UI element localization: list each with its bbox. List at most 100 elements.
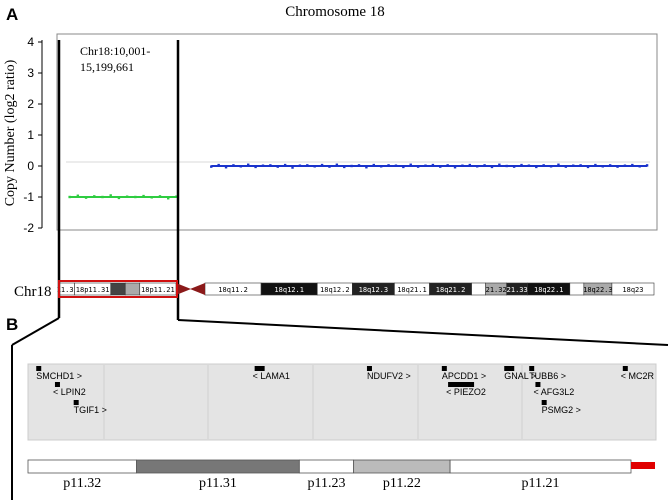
data-point [254, 165, 257, 169]
data-point [224, 166, 228, 169]
centromere [190, 283, 205, 295]
data-point [175, 195, 178, 198]
gene-annotations: SMCHD1 > < LPIN2 TGIF1 > < LAMA1 NDUFV2 > APC… [36, 366, 655, 415]
data-point [512, 165, 516, 168]
data-point [579, 164, 582, 167]
y-tick-label: 2 [27, 97, 34, 111]
data-point [101, 195, 104, 199]
data-point [535, 165, 538, 169]
ideogram-band-label: 18p11.31 [76, 286, 110, 294]
plot-frame [56, 33, 658, 231]
data-point [631, 163, 634, 167]
data-point [446, 164, 449, 167]
y-axis-ticks: 4 3 2 1 0 -1 -2 [23, 35, 42, 235]
gene-label: TUBB6 > [529, 371, 566, 381]
data-point [217, 163, 220, 167]
gene-marker [529, 366, 535, 371]
selected-region-highlight [58, 280, 178, 298]
gene-marker [541, 400, 547, 405]
data-point [379, 165, 383, 168]
data-point [335, 163, 339, 166]
data-point [343, 165, 346, 169]
data-point [601, 165, 604, 168]
data-point [306, 164, 309, 167]
data-point [461, 164, 464, 167]
data-point [166, 197, 170, 200]
ideogram-band-label: 18q21.1 [397, 286, 427, 294]
ideogram-band-label: 18q21.2 [436, 286, 466, 294]
data-point [439, 165, 442, 168]
data-point [247, 163, 250, 166]
zoom-band [27, 459, 137, 474]
ideogram-band-label: 18p11.21 [141, 286, 175, 294]
data-point [365, 166, 368, 169]
data-point [372, 163, 375, 167]
chart-title: Chromosome 18 [285, 4, 385, 20]
data-point [109, 194, 112, 197]
gene-label: PSMG2 > [542, 405, 581, 415]
y-axis-label: Copy Number (log2 ratio) [3, 59, 18, 206]
y-tick-label: 1 [27, 128, 34, 142]
data-point [298, 164, 302, 167]
gene-marker [36, 366, 42, 371]
data-point [350, 164, 353, 168]
zoom-band [353, 459, 451, 474]
data-point [645, 164, 649, 167]
ideogram-band [569, 282, 585, 296]
panel-a-label: A [6, 5, 18, 24]
data-point [542, 164, 545, 167]
gene-marker [54, 382, 60, 387]
data-point [586, 165, 590, 169]
data-point [527, 164, 531, 167]
data-point [409, 163, 412, 166]
gene-label: < LAMA1 [253, 371, 290, 381]
zoom-band-label: p11.21 [522, 476, 560, 491]
data-point [313, 165, 316, 168]
chromosome-label: Chr18 [14, 284, 52, 300]
data-point [68, 195, 71, 199]
zoom-band-label: p11.31 [199, 476, 237, 491]
panel-b-label: B [6, 315, 18, 334]
region-end-marker [631, 462, 655, 469]
data-point [93, 195, 96, 198]
data-point [564, 165, 568, 168]
data-point [276, 165, 279, 168]
ideogram-band [471, 282, 486, 296]
gene-marker [448, 382, 475, 387]
data-point [608, 164, 612, 167]
data-point [505, 164, 508, 168]
data-point [594, 163, 597, 167]
ideogram-band-label: 11.32 [57, 286, 78, 294]
data-point [283, 163, 287, 167]
data-point [320, 163, 324, 167]
ideogram-band-label: 18q22.1 [534, 286, 564, 294]
gene-label: < MC2R [621, 371, 655, 381]
region-annotation-line1: Chr18:10,001- [80, 44, 150, 58]
data-point [117, 196, 121, 200]
data-point [150, 196, 153, 199]
data-point [483, 164, 486, 167]
data-point [394, 164, 398, 167]
data-point [76, 194, 80, 197]
data-point [134, 195, 137, 199]
data-point [328, 165, 331, 168]
y-tick-label: -2 [23, 221, 34, 235]
gene-track-grid [103, 365, 523, 439]
ideogram-band [124, 282, 141, 296]
zoom-band [136, 459, 300, 474]
data-point [490, 165, 494, 169]
data-point [387, 164, 390, 167]
gene-label: SMCHD1 > [36, 371, 82, 381]
ideogram-band-label: 21.33 [507, 286, 528, 294]
data-point [549, 165, 553, 168]
data-points [68, 163, 649, 200]
zoom-connector-left [11, 317, 60, 346]
gene-marker [73, 400, 79, 405]
data-point [557, 163, 560, 166]
gene-label: NDUFV2 > [367, 371, 411, 381]
data-point [84, 196, 88, 199]
gene-label: < AFG3L2 [533, 387, 574, 397]
ideogram-band-label: 18q12.2 [320, 286, 350, 294]
data-point [431, 163, 435, 167]
ideogram-band-label: 18q23 [622, 286, 643, 294]
